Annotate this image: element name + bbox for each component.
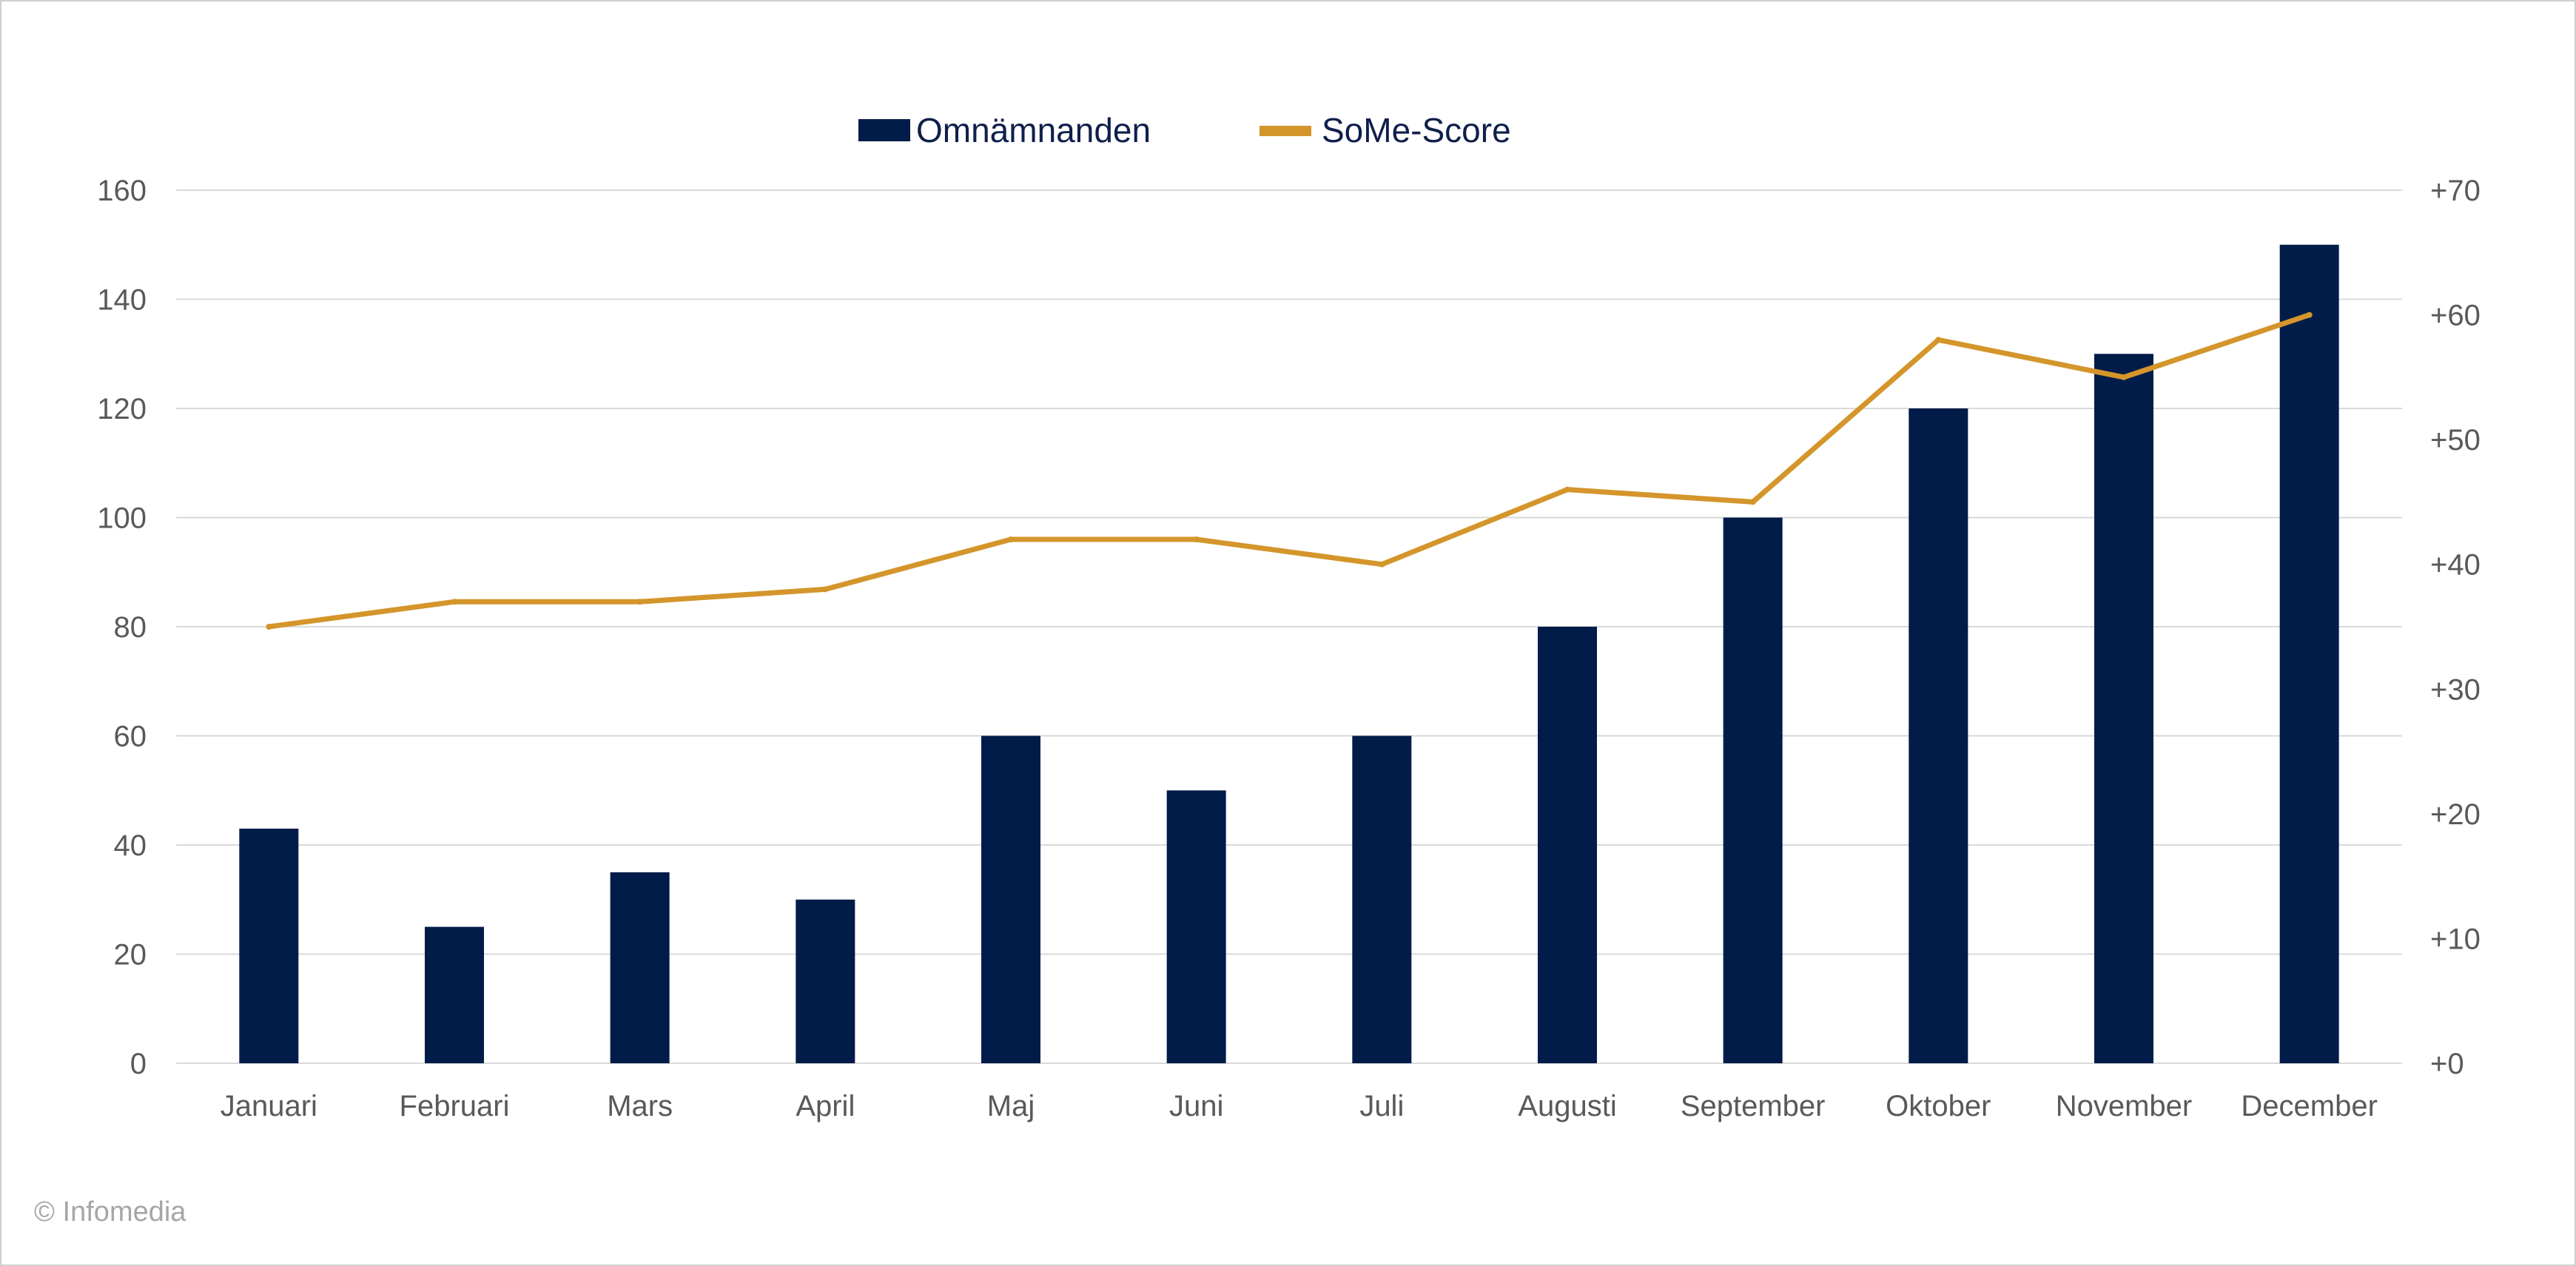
left-tick-label: 0 bbox=[130, 1048, 147, 1080]
line-point bbox=[2306, 312, 2313, 318]
right-tick-label: +60 bbox=[2430, 300, 2481, 332]
right-tick-label: +10 bbox=[2430, 923, 2481, 955]
line-point bbox=[1564, 486, 1570, 493]
line-point bbox=[2121, 374, 2127, 380]
bar bbox=[2279, 244, 2339, 1063]
left-axis-ticks: 0 20 40 60 80 100 120 140 160 bbox=[97, 175, 147, 1080]
line-point bbox=[822, 586, 829, 593]
x-tick-label: November bbox=[2056, 1090, 2193, 1122]
x-tick-label: September bbox=[1681, 1090, 1826, 1122]
left-tick-label: 80 bbox=[114, 611, 147, 644]
x-tick-label: Mars bbox=[607, 1090, 673, 1122]
right-tick-label: +30 bbox=[2430, 673, 2481, 706]
bar bbox=[796, 899, 855, 1063]
line-path bbox=[266, 312, 2313, 630]
line-point bbox=[1379, 561, 1385, 568]
left-tick-label: 160 bbox=[97, 175, 147, 207]
line-point bbox=[1935, 337, 1942, 343]
copyright-text: © Infomedia bbox=[34, 1196, 186, 1228]
left-tick-label: 140 bbox=[97, 284, 147, 317]
right-tick-label: +0 bbox=[2430, 1048, 2464, 1080]
left-tick-label: 100 bbox=[97, 502, 147, 535]
x-tick-label: Maj bbox=[987, 1090, 1035, 1122]
right-axis-ticks: +0 +10 +20 +30 +40 +50 +60 +70 bbox=[2430, 175, 2481, 1080]
left-tick-label: 20 bbox=[114, 939, 147, 972]
x-tick-label: Juli bbox=[1359, 1090, 1404, 1122]
x-tick-label: Juni bbox=[1169, 1090, 1223, 1122]
left-tick-label: 60 bbox=[114, 721, 147, 753]
bar bbox=[425, 926, 484, 1063]
x-tick-label: Februari bbox=[400, 1090, 510, 1122]
legend-label-omnamnanden: Omnämnanden bbox=[916, 111, 1151, 149]
gridlines bbox=[176, 189, 2402, 1064]
left-tick-label: 40 bbox=[114, 829, 147, 862]
x-tick-label: Oktober bbox=[1886, 1090, 1991, 1122]
line-point bbox=[451, 599, 457, 605]
bar bbox=[1538, 627, 1597, 1063]
x-tick-label: December bbox=[2241, 1090, 2378, 1122]
bar bbox=[1166, 790, 1226, 1063]
line-point bbox=[1193, 536, 1200, 542]
x-axis-ticks: Januari Februari Mars April Maj Juni Juli Augus… bbox=[221, 1090, 2378, 1122]
bar bbox=[610, 872, 670, 1063]
bar bbox=[2094, 354, 2153, 1063]
bar-series-omnamnanden bbox=[239, 244, 2339, 1063]
bar bbox=[1909, 408, 1968, 1063]
right-tick-label: +20 bbox=[2430, 798, 2481, 831]
x-tick-label: April bbox=[796, 1090, 855, 1122]
line-point bbox=[1008, 536, 1014, 542]
right-tick-label: +70 bbox=[2430, 175, 2481, 207]
line-point bbox=[1749, 499, 1756, 505]
bar bbox=[1352, 735, 1412, 1063]
bar bbox=[1723, 517, 1783, 1063]
x-tick-label: Augusti bbox=[1518, 1090, 1616, 1122]
right-tick-label: +40 bbox=[2430, 549, 2481, 582]
left-tick-label: 120 bbox=[97, 393, 147, 425]
legend-swatch-some-score bbox=[1260, 126, 1311, 136]
x-tick-label: Januari bbox=[221, 1090, 317, 1122]
right-tick-label: +50 bbox=[2430, 424, 2481, 457]
line-point bbox=[636, 599, 643, 605]
line-point bbox=[266, 624, 272, 630]
line-series-some-score bbox=[266, 312, 2313, 630]
legend-swatch-omnamnanden bbox=[858, 119, 910, 141]
bar bbox=[239, 828, 299, 1063]
legend-label-some-score: SoMe-Score bbox=[1322, 111, 1511, 149]
legend: Omnämnanden SoMe-Score bbox=[858, 111, 1511, 149]
bar bbox=[981, 735, 1040, 1063]
